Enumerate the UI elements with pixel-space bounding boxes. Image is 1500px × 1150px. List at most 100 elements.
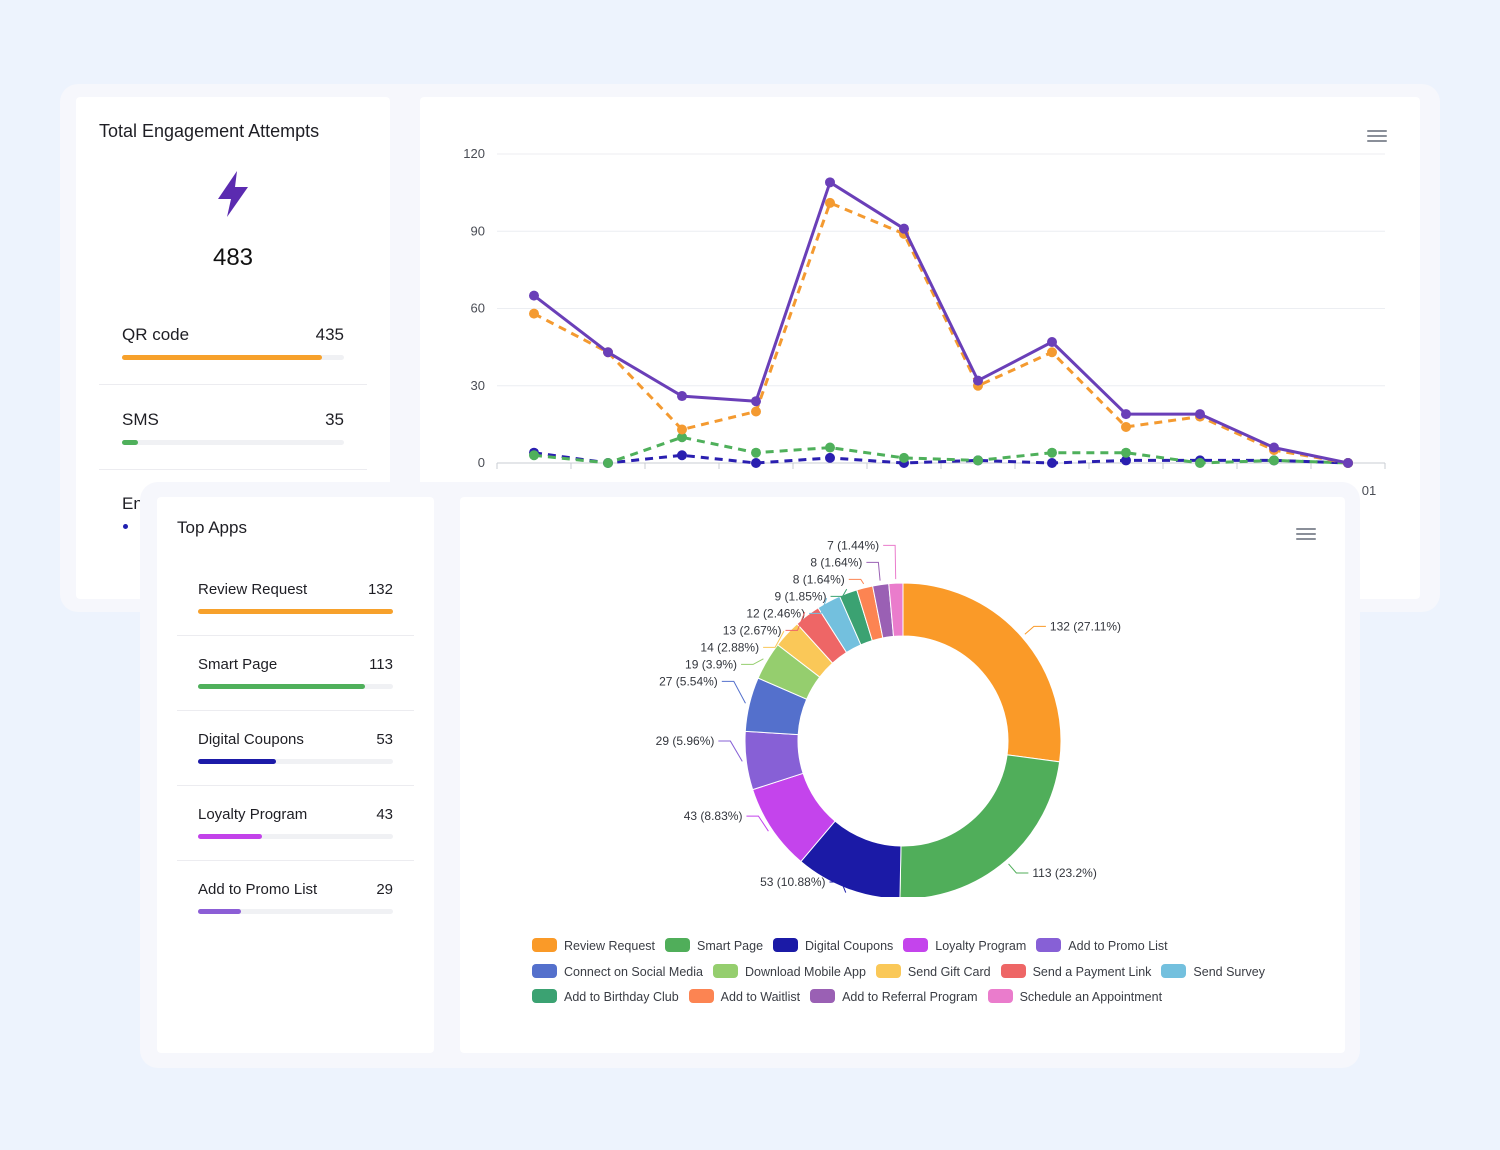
legend-swatch — [875, 963, 901, 978]
series-point — [825, 452, 835, 463]
slice-label-leader — [763, 630, 785, 648]
legend-row: Review Request Smart Page Digital Coupons L… — [532, 937, 1178, 957]
legend-item[interactable]: Schedule an Appointment — [987, 988, 1162, 1006]
top-app-row: Add to Promo List 29 — [198, 881, 393, 914]
series-line — [533, 180, 1349, 465]
engagement-row-qr-code: QR code 435 — [122, 325, 344, 360]
donut-slice[interactable] — [899, 754, 1061, 897]
slice-label-leader — [829, 881, 847, 893]
series-point — [899, 452, 909, 463]
series-line — [533, 451, 1349, 465]
engagement-row-partial: En — [122, 494, 344, 529]
top-app-bar — [198, 909, 241, 914]
top-app-value: 43 — [376, 806, 393, 823]
y-tick-label: 90 — [471, 223, 485, 238]
legend-item[interactable]: Add to Referral Program — [810, 988, 978, 1006]
engagement-row-bar — [122, 355, 322, 360]
series-point — [603, 347, 613, 358]
top-apps-card: Top Apps Review Request 132 Smart Page 113 D… — [157, 497, 434, 1053]
legend-label: Download Mobile App — [744, 964, 866, 979]
legend-item[interactable]: Digital Coupons — [773, 937, 893, 955]
series-point — [1121, 455, 1131, 466]
legend-item[interactable]: Add to Promo List — [1036, 937, 1168, 955]
slice-label-leader — [718, 740, 743, 762]
slice-label: 113 (23.2%) — [1032, 866, 1096, 880]
legend-item[interactable]: Add to Waitlist — [688, 988, 800, 1006]
divider — [99, 469, 367, 470]
legend-swatch — [532, 963, 557, 978]
legend-swatch — [1161, 963, 1187, 978]
series-point — [677, 391, 687, 402]
legend-item[interactable]: Download Mobile App — [712, 963, 866, 981]
legend-label: Send Gift Card — [907, 964, 991, 979]
series-point — [529, 450, 539, 461]
legend-item[interactable]: Send a Payment Link — [1000, 963, 1152, 981]
legend-label: Review Request — [564, 939, 656, 953]
engagement-row-value: 35 — [325, 410, 344, 429]
series-point — [1121, 421, 1131, 432]
legend-label: Add to Birthday Club — [564, 990, 679, 1004]
engagement-row-sms: SMS 35 — [122, 410, 344, 445]
series-point — [899, 223, 909, 234]
series-point — [677, 450, 687, 461]
series-point — [973, 455, 983, 466]
legend-item[interactable]: Loyalty Program — [903, 937, 1026, 955]
legend-swatch — [712, 963, 738, 978]
y-tick-label: 60 — [471, 301, 485, 316]
slice-label: 27 (5.54%) — [659, 674, 718, 688]
legend-item[interactable]: Connect on Social Media — [532, 963, 703, 981]
legend-label: Digital Coupons — [805, 939, 894, 953]
legend-item[interactable]: Add to Birthday Club — [532, 988, 679, 1006]
top-app-row: Loyalty Program 43 — [198, 806, 393, 839]
series-point — [751, 406, 761, 417]
series-point — [677, 432, 687, 443]
legend-item[interactable]: Send Gift Card — [875, 963, 991, 981]
series-point — [751, 458, 761, 468]
series-point — [1195, 458, 1205, 468]
top-app-row: Digital Coupons 53 — [198, 731, 393, 764]
divider — [177, 860, 414, 861]
legend-swatch — [810, 989, 836, 1003]
donut-slice[interactable] — [888, 582, 904, 637]
chart-menu-icon[interactable] — [1296, 528, 1316, 542]
slice-label: 29 (5.96%) — [656, 734, 715, 748]
top-app-label: Digital Coupons — [198, 731, 304, 748]
legend-swatch — [665, 938, 691, 952]
slice-label: 43 (8.83%) — [684, 809, 743, 823]
series-point — [1195, 409, 1205, 420]
top-app-label: Loyalty Program — [198, 806, 308, 823]
legend-label: Send Survey — [1193, 964, 1265, 979]
slice-label: 53 (10.88%) — [760, 875, 825, 889]
slice-label-leader — [746, 815, 769, 832]
x-tick-label: 01 — [1362, 483, 1376, 498]
slice-label-leader — [721, 680, 746, 704]
series-point — [1047, 447, 1057, 458]
divider — [177, 785, 414, 786]
top-apps-title: Top Apps — [177, 518, 247, 537]
divider — [99, 384, 367, 385]
engagement-row-label: QR code — [122, 325, 190, 344]
legend-label: Send a Payment Link — [1032, 964, 1152, 979]
top-app-value: 113 — [369, 656, 393, 673]
y-tick-label: 0 — [478, 455, 485, 470]
legend-item[interactable]: Review Request — [532, 937, 655, 955]
legend-label: Connect on Social Media — [564, 964, 703, 979]
slice-label-leader — [866, 561, 881, 581]
series-point — [825, 442, 835, 453]
top-app-row: Review Request 132 — [198, 581, 393, 614]
legend-item[interactable]: Smart Page — [665, 937, 763, 955]
chart-menu-icon[interactable] — [1367, 130, 1387, 144]
series-point — [825, 177, 835, 188]
line-chart: 0 30 60 90 120 01 — [463, 146, 1386, 498]
legend-item[interactable]: Send Survey — [1161, 963, 1265, 981]
slice-label-leader — [785, 612, 806, 631]
legend-row: Connect on Social Media Download Mobile A… — [532, 963, 1275, 983]
series-point — [751, 447, 761, 458]
top-app-label: Review Request — [198, 581, 308, 598]
engagement-row-label: SMS — [122, 410, 159, 429]
slice-label-leader — [830, 588, 848, 597]
lightning-bolt-icon — [218, 171, 248, 217]
donut-slice[interactable] — [902, 582, 1062, 763]
y-tick-label: 120 — [463, 146, 485, 161]
series-point — [1047, 347, 1057, 358]
